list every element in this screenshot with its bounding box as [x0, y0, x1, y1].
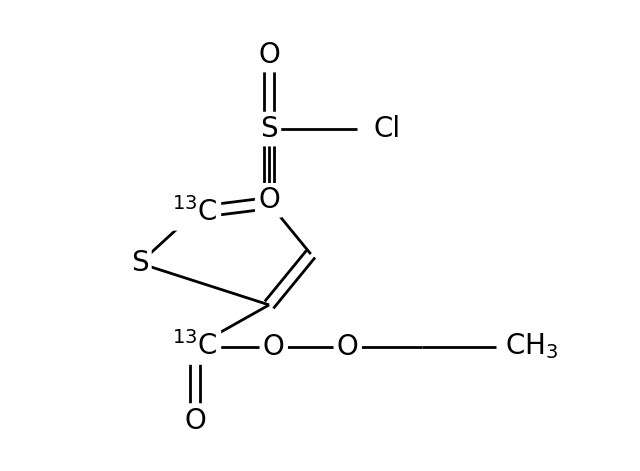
Text: CH$_3$: CH$_3$ [505, 332, 559, 361]
Text: O: O [258, 187, 280, 214]
Text: Cl: Cl [374, 115, 401, 143]
Text: O: O [184, 406, 206, 435]
Text: S: S [260, 115, 278, 143]
Text: O: O [258, 41, 280, 69]
Text: $^{13}$C: $^{13}$C [172, 332, 218, 361]
Text: S: S [131, 249, 148, 277]
Text: O: O [263, 333, 285, 360]
Text: O: O [337, 333, 358, 360]
Text: $^{13}$C: $^{13}$C [172, 197, 218, 227]
